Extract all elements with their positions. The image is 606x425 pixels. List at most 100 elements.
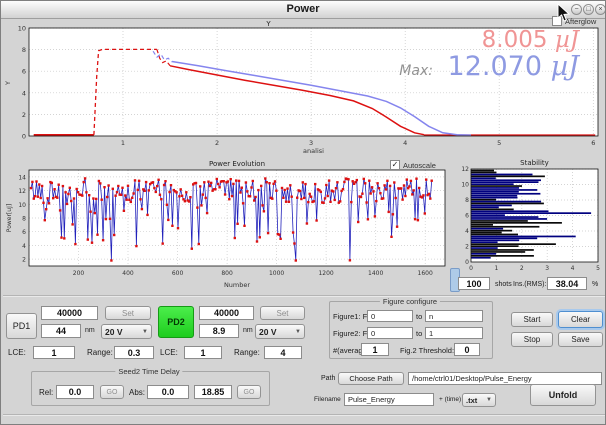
pd2-wavelength-input[interactable] [199, 324, 239, 338]
pd2-range-input[interactable] [264, 346, 302, 359]
close-button-icon[interactable]: × [595, 4, 606, 15]
pd1-button[interactable]: PD1 [6, 313, 37, 339]
seed2-abs-label: Abs: [129, 388, 145, 397]
max-energy-value: 12.070 [448, 51, 542, 82]
svg-text:2: 2 [520, 265, 524, 272]
figure1-to-input[interactable] [425, 310, 483, 322]
seed2-abs-input[interactable] [147, 385, 189, 399]
percent-label: % [592, 281, 598, 288]
pd2-button[interactable]: PD2 [158, 306, 194, 338]
save-button[interactable]: Save [558, 332, 603, 347]
stability-plot: 012345024681012Stability [458, 158, 606, 278]
separator [3, 414, 605, 416]
svg-text:6: 6 [591, 139, 595, 147]
svg-text:3: 3 [309, 139, 313, 147]
figure2-to-input[interactable] [425, 327, 483, 339]
autoscale-checkbox[interactable]: ✓ Autoscale [390, 160, 436, 170]
pd2-set-button[interactable]: Set [260, 306, 305, 320]
svg-text:1: 1 [121, 139, 125, 147]
start-button[interactable]: Start [511, 312, 553, 327]
svg-text:10: 10 [18, 202, 26, 209]
svg-text:4: 4 [22, 243, 26, 250]
pd1-set-button[interactable]: Set [105, 306, 151, 320]
shots-count-input[interactable] [458, 277, 490, 290]
checkbox-icon: ✓ [390, 160, 400, 170]
svg-text:4: 4 [403, 139, 407, 147]
figure1-from-input[interactable] [367, 310, 413, 322]
threshold-input[interactable] [454, 343, 480, 356]
svg-text:14: 14 [18, 174, 26, 181]
choose-path-button[interactable]: Choose Path [338, 372, 404, 385]
pd1-lce-input[interactable] [33, 346, 75, 359]
svg-text:8: 8 [465, 197, 469, 204]
svg-text:8: 8 [22, 46, 26, 54]
shots-label: shots [495, 281, 512, 288]
svg-text:800: 800 [221, 270, 233, 277]
path-label: Path [321, 375, 335, 382]
current-energy-readout: 8.005 µJ [482, 27, 579, 53]
svg-text:6: 6 [22, 229, 26, 236]
svg-text:analisi: analisi [303, 147, 324, 155]
max-energy-unit: µJ [551, 51, 579, 82]
svg-text:8: 8 [22, 216, 26, 223]
chevron-down-icon: ▼ [486, 397, 492, 403]
svg-text:200: 200 [73, 270, 85, 277]
svg-text:4: 4 [571, 265, 575, 272]
current-energy-value: 8.005 [482, 27, 548, 53]
seed2-rel-go-button[interactable]: GO [100, 385, 124, 399]
svg-text:0: 0 [22, 133, 26, 141]
seed2-abs-go-button[interactable]: GO [237, 385, 261, 399]
window-titlebar[interactable]: Power − □ × [1, 1, 605, 19]
svg-text:12: 12 [18, 188, 26, 195]
max-energy-readout: Max: 12.070 µJ [399, 51, 579, 82]
pd1-wavelength-input[interactable] [41, 324, 81, 338]
autoscale-label: Autoscale [403, 161, 436, 170]
figure2-to-label: to [416, 329, 422, 338]
pd2-voltage-select[interactable]: 20 V ▼ [255, 324, 305, 339]
svg-text:4: 4 [465, 228, 469, 235]
svg-text:6: 6 [22, 68, 26, 76]
format-select[interactable]: .txt ▼ [462, 393, 496, 407]
svg-text:3: 3 [545, 265, 549, 272]
svg-text:10: 10 [461, 182, 469, 189]
pd2-frequency-input[interactable] [199, 306, 254, 320]
figure2-from-input[interactable] [367, 327, 413, 339]
pd2-lce-label: LCE: [160, 348, 178, 357]
pd1-range-input[interactable] [114, 346, 154, 359]
pd1-nm-label: nm [85, 327, 95, 334]
time-suffix-label: + (time) [439, 396, 461, 403]
svg-text:Power Evolution: Power Evolution [209, 160, 265, 168]
chevron-down-icon: ▼ [142, 329, 148, 335]
pd2-nm-label: nm [243, 327, 253, 334]
seed2-abs-readback[interactable] [194, 385, 232, 399]
svg-text:1600: 1600 [418, 270, 433, 277]
pd2-range-label: Range: [234, 348, 260, 357]
svg-text:1400: 1400 [368, 270, 383, 277]
rms-value-input[interactable] [547, 277, 587, 290]
unfold-button[interactable]: Unfold [530, 384, 596, 406]
filename-input[interactable] [344, 393, 434, 406]
clear-button[interactable]: Clear [558, 311, 603, 328]
average-input[interactable] [361, 343, 389, 356]
window-title: Power [1, 1, 605, 18]
pd1-lce-label: LCE: [8, 348, 26, 357]
pd1-range-label: Range: [87, 348, 113, 357]
chevron-down-icon: ▼ [295, 329, 301, 335]
svg-text:2: 2 [22, 257, 26, 264]
seed2-rel-input[interactable] [56, 385, 94, 399]
svg-text:5: 5 [596, 265, 600, 272]
pd1-voltage-select[interactable]: 20 V ▼ [101, 324, 152, 339]
seed2-rel-label: Rel: [39, 388, 53, 397]
svg-text:2: 2 [465, 244, 469, 251]
maximize-button-icon[interactable]: □ [583, 4, 594, 15]
svg-text:1000: 1000 [269, 270, 284, 277]
svg-text:Y: Y [265, 20, 271, 28]
pd2-lce-input[interactable] [184, 346, 222, 359]
rms-label: Ins.(RMS): [513, 281, 546, 288]
svg-text:2: 2 [215, 139, 219, 147]
power-window: Power − □ × Afterglow 1234560246810Yanal… [0, 0, 606, 425]
pd1-frequency-input[interactable] [41, 306, 98, 320]
stop-button[interactable]: Stop [511, 332, 553, 347]
svg-text:0: 0 [469, 265, 473, 272]
power-evolution-plot: 20040060080010001200140016002468101214Po… [5, 158, 457, 290]
